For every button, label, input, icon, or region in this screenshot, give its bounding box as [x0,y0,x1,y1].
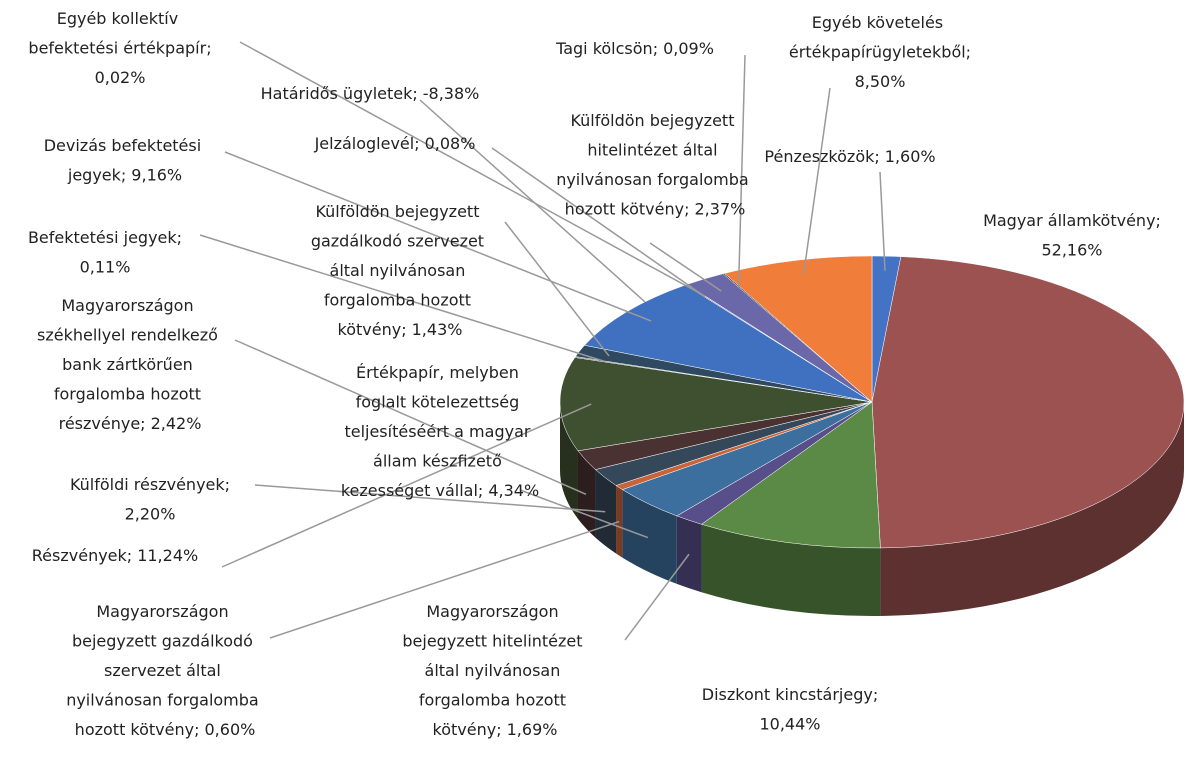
leader-line [419,99,646,303]
category-label: Értékpapír, melyben foglalt kötelezettsé… [341,363,536,500]
leader-line [802,87,831,275]
value-label: 2,42% [151,414,202,433]
leader-line [269,520,620,639]
labels: Pénzeszközök; 1,60% Magyar államkötvény; 52… [28,9,1161,739]
leader-line [519,489,649,539]
pie-slice [871,256,1185,549]
leader-line [879,171,886,271]
leader-line [491,147,706,298]
value-label: 1,69% [507,720,558,739]
category-label: Befektetési jegyek; [28,228,182,247]
value-label: 1,60% [885,147,936,166]
value-label: 4,34% [488,481,539,500]
category-label: Külföldi részvények; [70,475,230,494]
leader-line [254,484,606,513]
category-label: Devizás befektetési jegyek; [44,136,207,185]
leader-line [224,151,652,322]
value-label: -8,38% [423,84,480,103]
pie-side [880,402,1184,616]
value-label: 52,16% [1041,241,1102,260]
pie-side [622,489,677,584]
value-label: 10,44% [759,715,820,734]
pie-slice [701,401,881,549]
leader-line [624,553,690,641]
category-label: Külföldön bejegyzett gazdálkodó szerveze… [311,202,489,339]
value-label: 0,09% [663,39,714,58]
category-label: Határidős ügyletek; [261,84,418,103]
value-label: 8,50% [855,72,906,91]
value-label: 0,08% [425,134,476,153]
category-label: Egyéb követelés értékpapírügyletekből; [789,13,971,62]
category-label: Tagi kölcsön; [555,39,658,58]
value-label: 0,11% [80,258,131,277]
category-label: Egyéb kollektív befektetési értékpapír; [28,9,211,58]
category-label: Magyarországon bejegyzett hitelintézet á… [402,602,587,739]
pie-side [616,485,623,558]
leader-line [199,234,606,363]
category-label: Külföldön bejegyzett hitelintézet által … [556,111,754,219]
leader-line [221,403,592,568]
value-label: 1,43% [412,320,463,339]
leader-lines [199,41,886,641]
category-label: Diszkont kincstárjegy; [702,685,878,704]
pie-tops [559,255,1185,549]
leader-line [649,242,722,292]
leader-line [737,54,746,287]
category-label: Magyarországon székhellyel rendelkező ba… [37,296,223,433]
leader-line [234,339,587,496]
leader-line [504,221,610,357]
pie-slice [723,255,873,403]
category-label: Magyar államkötvény; [983,211,1161,230]
value-label: 0,60% [205,720,256,739]
value-label: 9,16% [131,166,182,185]
pie-sides [560,402,1184,616]
pie-slice [559,357,873,452]
leader-line [239,41,706,297]
value-label: 2,20% [125,505,176,524]
category-label: Magyarországon bejegyzett gazdálkodó sze… [66,602,264,739]
pie-side [676,515,702,593]
value-label: 2,37% [695,200,746,219]
category-label: Részvények; [32,546,132,565]
pie-side [595,469,617,554]
category-label: Pénzeszközök; [764,147,879,166]
value-label: 0,02% [95,68,146,87]
category-label: Jelzáloglevél; [314,134,420,153]
value-label: 11,24% [137,546,198,565]
